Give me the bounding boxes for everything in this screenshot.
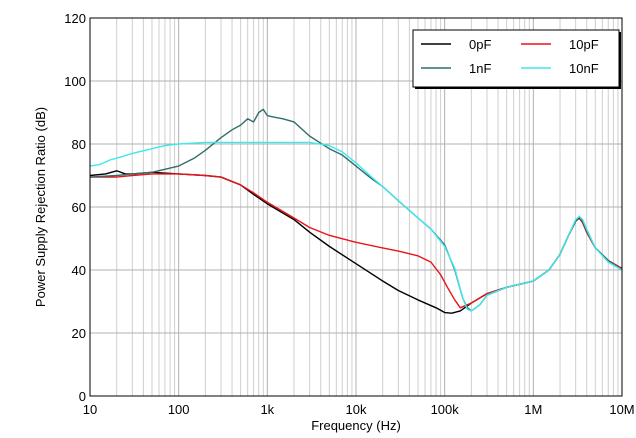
legend-label-10pF: 10pF [569, 37, 599, 52]
y-tick-labels: 0 20 40 60 80 100 120 [64, 11, 86, 404]
y-tick-label: 40 [72, 263, 86, 278]
y-tick-label: 80 [72, 137, 86, 152]
x-tick-label: 10 [83, 402, 97, 417]
y-tick-label: 120 [64, 11, 86, 26]
x-tick-label: 1M [524, 402, 542, 417]
x-tick-label: 10k [346, 402, 367, 417]
y-tick-label: 20 [72, 326, 86, 341]
legend-label-10nF: 10nF [569, 61, 599, 76]
x-tick-label: 100k [431, 402, 460, 417]
y-tick-label: 0 [79, 389, 86, 404]
x-tick-label: 10M [609, 402, 634, 417]
x-axis-label: Frequency (Hz) [311, 418, 401, 433]
y-tick-label: 100 [64, 74, 86, 89]
legend-label-1nF: 1nF [469, 61, 491, 76]
y-tick-label: 60 [72, 200, 86, 215]
x-tick-labels: 10 100 1k 10k 100k 1M 10M [83, 402, 635, 417]
legend-label-0pF: 0pF [469, 37, 491, 52]
x-tick-label: 100 [168, 402, 190, 417]
x-tick-label: 1k [260, 402, 274, 417]
y-axis-label: Power Supply Rejection Ratio (dB) [33, 107, 48, 307]
legend: 0pF 10pF 1nF 10nF [413, 30, 621, 89]
